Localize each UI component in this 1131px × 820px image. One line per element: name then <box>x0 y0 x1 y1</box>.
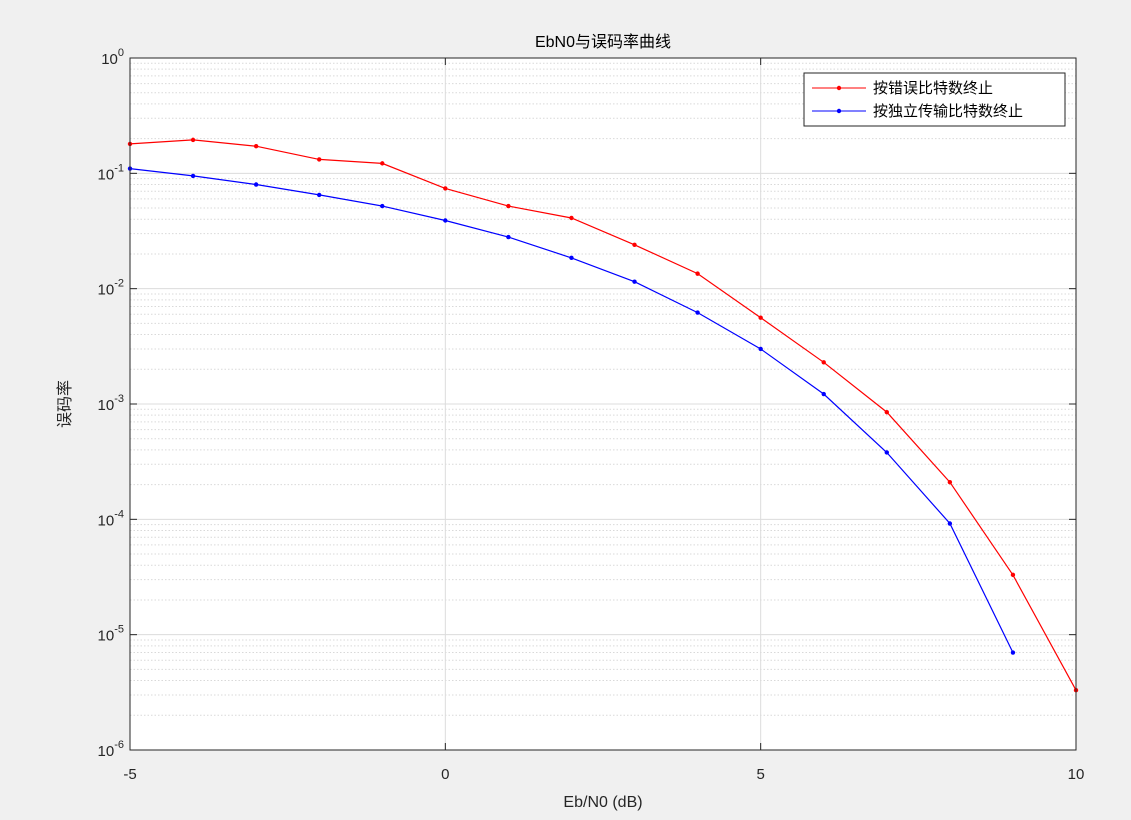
y-tick-label: 10-6 <box>98 739 124 760</box>
x-axis-ticks: -5 0 5 10 <box>123 58 1084 783</box>
y-tick-label: 10-4 <box>98 508 124 529</box>
legend-box <box>803 72 1066 127</box>
data-point <box>443 186 448 191</box>
y-tick-label: 10-1 <box>98 162 124 183</box>
x-tick-label: -5 <box>123 766 136 783</box>
data-point <box>317 192 322 198</box>
data-point <box>758 315 763 320</box>
series-layer <box>127 137 1079 693</box>
data-point <box>506 203 511 209</box>
data-point <box>695 271 700 276</box>
data-point <box>190 173 196 179</box>
data-point <box>443 218 448 223</box>
y-axis-ticks: 100 10-1 10-2 10-3 10-4 10-5 10-6 <box>98 47 1076 760</box>
data-point <box>695 310 700 315</box>
legend-label-transmitted-bits: 按独立传输比特数终止 <box>873 103 1023 120</box>
data-point <box>632 242 637 248</box>
data-point <box>253 182 259 187</box>
data-point <box>506 234 511 240</box>
y-tick-label: 10-5 <box>98 624 124 645</box>
data-point <box>1010 572 1016 578</box>
data-point <box>380 161 385 166</box>
x-tick-label: 5 <box>756 766 764 783</box>
data-point <box>884 409 889 415</box>
legend-marker-transmitted-bits <box>836 108 842 114</box>
data-point <box>380 203 385 209</box>
y-tick-label: 10-3 <box>98 393 124 414</box>
data-point <box>253 143 259 149</box>
data-point <box>884 450 889 455</box>
legend-marker-error-bits <box>836 85 842 91</box>
x-tick-label: 0 <box>441 766 449 783</box>
data-point <box>632 279 637 284</box>
data-point <box>569 215 574 221</box>
x-tick-label: 10 <box>1068 766 1085 783</box>
data-point <box>758 346 763 352</box>
data-point <box>947 521 953 526</box>
data-point <box>1010 650 1016 655</box>
data-point <box>317 157 322 162</box>
chart-title: EbN0与误码率曲线 <box>535 33 671 51</box>
legend: 按错误比特数终止 按独立传输比特数终止 <box>803 72 1066 127</box>
data-point <box>821 360 826 365</box>
x-axis-label: Eb/N0 (dB) <box>563 794 642 811</box>
series-0 <box>127 137 1079 693</box>
data-point <box>190 137 196 143</box>
legend-label-error-bits: 按错误比特数终止 <box>873 80 993 97</box>
data-point <box>821 391 826 397</box>
y-tick-label: 100 <box>101 47 124 68</box>
data-point <box>947 479 953 485</box>
series-line <box>129 139 1077 691</box>
y-axis-label: 误码率 <box>56 380 74 428</box>
series-1 <box>127 166 1016 655</box>
y-tick-label: 10-2 <box>98 278 124 299</box>
data-point <box>569 255 574 261</box>
